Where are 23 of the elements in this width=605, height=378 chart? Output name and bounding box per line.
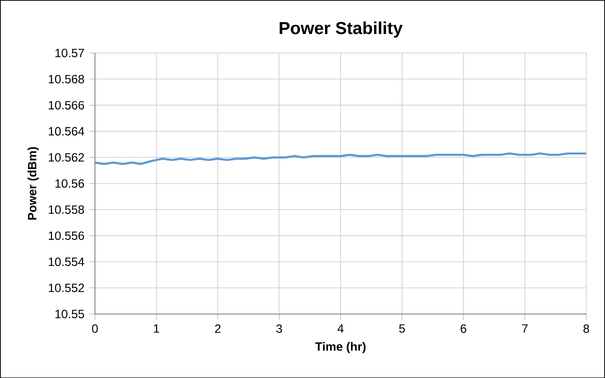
y-tick-label: 10.564 [48, 126, 84, 136]
y-tick-label: 10.558 [48, 205, 84, 214]
y-axis-title: Power (dBm) [28, 146, 39, 220]
y-tick-label: 10.556 [48, 231, 84, 240]
x-tick-label: 5 [399, 324, 405, 333]
y-tick-label: 10.568 [48, 74, 84, 84]
chart-title: Power Stability [280, 21, 403, 38]
y-tick-label: 10.562 [48, 153, 84, 162]
y-tick-label: 10.55 [55, 310, 84, 318]
y-tick-label: 10.554 [48, 257, 84, 266]
x-tick-label: 1 [154, 324, 160, 332]
x-tick-label: 4 [338, 324, 344, 332]
y-tick-label: 10.566 [48, 100, 84, 110]
x-tick-label: 2 [215, 324, 221, 333]
x-tick-label: 8 [583, 324, 590, 333]
x-tick-label: 3 [276, 324, 282, 333]
y-tick-label: 10.56 [55, 179, 84, 188]
y-tick-label: 10.552 [48, 283, 84, 292]
x-axis-title: Time (hr) [315, 342, 366, 354]
x-tick-label: 6 [460, 324, 466, 333]
x-tick-label: 0 [92, 324, 98, 333]
x-tick-label: 7 [522, 324, 528, 332]
y-tick-label: 10.57 [55, 48, 84, 58]
